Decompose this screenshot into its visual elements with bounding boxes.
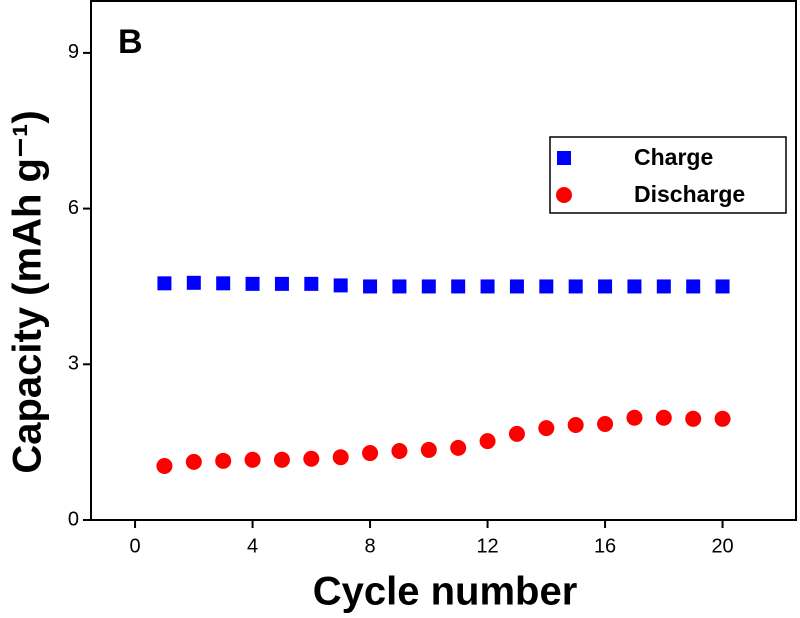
panel-label: B [118,23,143,61]
data-point [303,450,320,467]
y-tick-label: 3 [68,353,79,375]
data-point [508,425,525,442]
x-tick-label: 4 [247,535,258,557]
legend-label: Discharge [634,181,745,207]
data-point [185,453,202,470]
x-tick-label: 12 [476,535,498,557]
data-point [568,279,583,294]
data-point [656,279,671,294]
data-point [451,279,466,294]
legend-label: Charge [634,144,713,170]
y-tick-label: 6 [68,197,79,219]
x-tick-label: 20 [711,535,733,557]
data-point [685,410,702,427]
data-point [597,415,614,432]
data-point [245,276,260,291]
data-point [421,279,436,294]
data-point [363,279,378,294]
data-point [598,279,613,294]
y-tick-label: 0 [68,508,79,530]
data-point [655,409,672,426]
data-point [333,278,348,293]
y-axis-title: Capacity (mAh g⁻¹) [6,110,50,473]
x-tick-label: 8 [365,535,376,557]
data-point [392,279,407,294]
legend-box [549,136,787,214]
x-axis-title: Cycle number [313,570,578,614]
data-point [509,279,524,294]
data-point [715,279,730,294]
data-point [215,452,232,469]
data-point [714,410,731,427]
legend-marker [557,151,571,165]
data-point [626,409,643,426]
y-tick-label: 9 [68,41,79,63]
data-point [538,420,555,437]
data-point [362,445,379,462]
data-point [567,417,584,434]
data-point [156,458,173,475]
data-point [391,442,408,459]
data-point [686,279,701,294]
data-point [420,441,437,458]
x-tick-label: 0 [130,535,141,557]
data-point [244,451,261,468]
data-point [216,276,231,291]
data-point [480,279,495,294]
data-point [539,279,554,294]
legend-marker [556,187,572,203]
data-point [627,279,642,294]
data-point [479,433,496,450]
data-point [186,275,201,290]
data-point [157,276,172,291]
data-point [304,276,319,291]
plot-frame [90,0,797,521]
x-tick-label: 16 [594,535,616,557]
data-point [273,451,290,468]
data-point [450,439,467,456]
data-point [274,276,289,291]
data-point [332,449,349,466]
